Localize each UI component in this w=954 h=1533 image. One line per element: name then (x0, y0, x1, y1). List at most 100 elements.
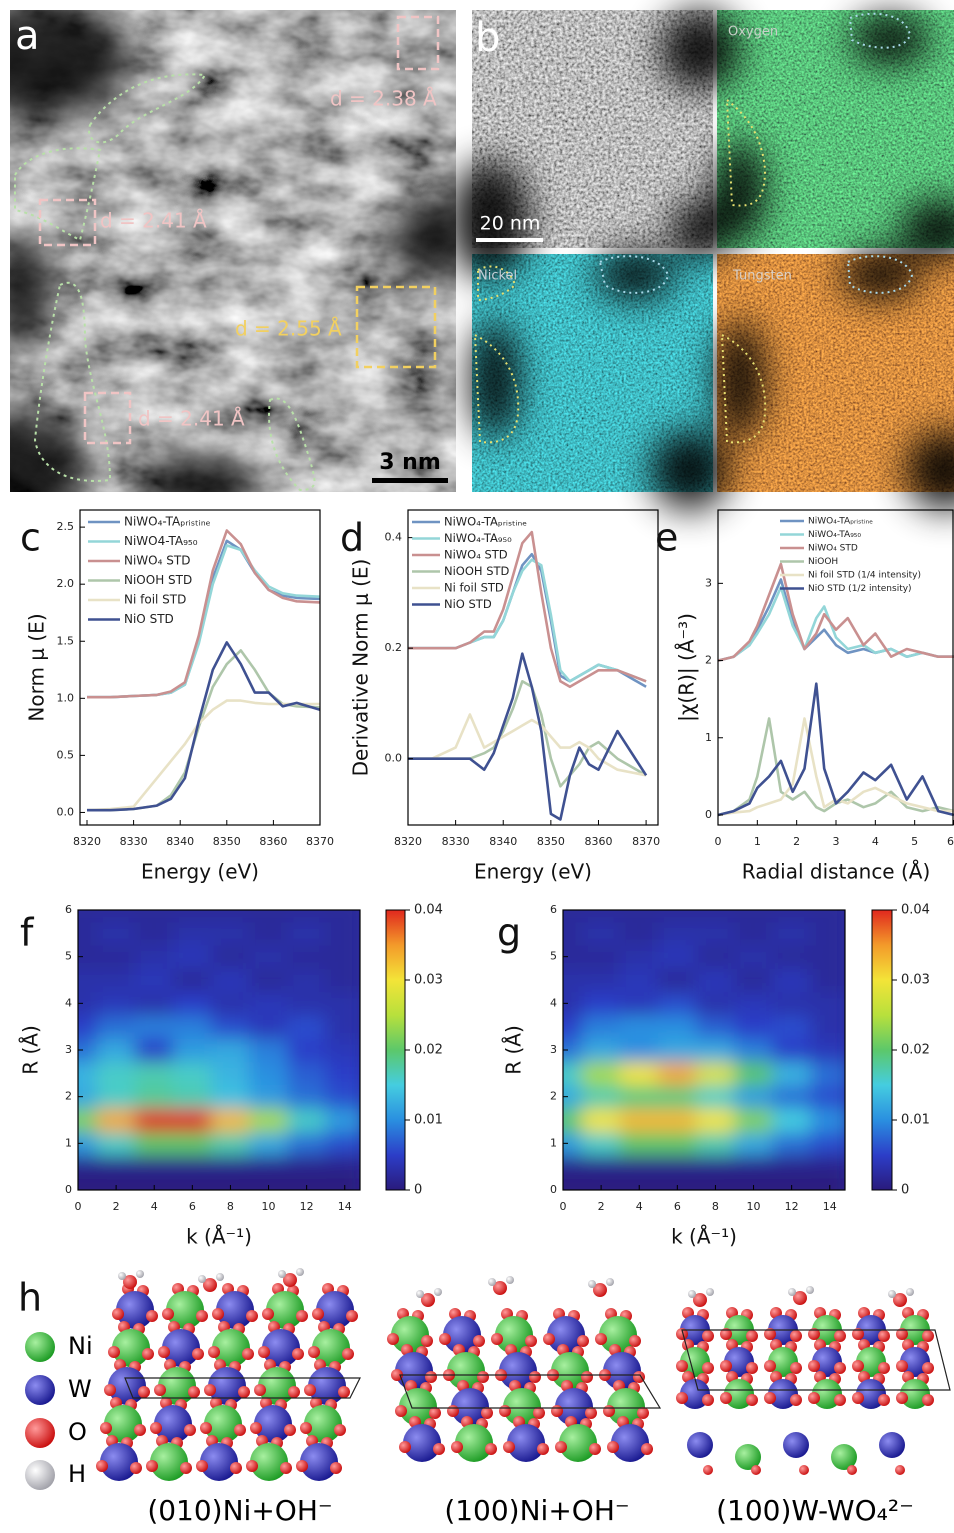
heatmap-cell (287, 1037, 327, 1063)
atom (551, 1352, 589, 1390)
atom (676, 1392, 688, 1404)
atom (198, 1275, 206, 1283)
scale-bar-label: 3 nm (379, 450, 441, 475)
heatmap-cell (563, 1177, 583, 1190)
atom (746, 1362, 758, 1374)
colorbar-tick-label: 0.04 (414, 903, 443, 918)
atom (138, 1386, 150, 1398)
atom (633, 1371, 645, 1383)
x-axis-label: k (Å⁻¹) (186, 1225, 252, 1249)
atom (254, 1405, 292, 1443)
heatmap-cell (172, 1037, 212, 1063)
legend-atom (25, 1332, 55, 1362)
atom (595, 1333, 607, 1345)
y-axis-label: Derivative Norm μ (E) (349, 559, 373, 777)
heatmap-cell (78, 1177, 98, 1190)
atom (507, 1424, 545, 1462)
x-tick-label: 14 (338, 1200, 352, 1213)
heatmap-cell (657, 967, 697, 993)
x-tick-label: 12 (785, 1200, 799, 1213)
heatmap-cell (695, 1037, 735, 1063)
atom (481, 1407, 493, 1419)
heatmap-cell (695, 1107, 735, 1133)
heatmap-cell (325, 991, 360, 1016)
atom (104, 1384, 116, 1396)
heatmap-cell (248, 967, 289, 993)
panel-b: b 20 nm Oxygen Nickel Tungsten (450, 10, 954, 510)
atom (603, 1352, 641, 1390)
heatmap-cell (134, 921, 174, 946)
map-outlines (473, 12, 914, 444)
heatmap-cell (695, 1131, 735, 1156)
atom (637, 1407, 649, 1419)
atom (234, 1424, 246, 1436)
colorbar (385, 909, 406, 1191)
atom (676, 1328, 688, 1340)
atom (308, 1367, 346, 1405)
structure-caption: (100)Ni+OH⁻ (444, 1494, 629, 1527)
heatmap-cell (210, 967, 250, 993)
atom (455, 1424, 493, 1462)
atom (395, 1352, 433, 1390)
atom (491, 1333, 503, 1345)
heatmap-cell (657, 1107, 697, 1133)
atom (922, 1330, 934, 1342)
atom (599, 1316, 637, 1354)
atom (112, 1329, 150, 1367)
heatmap-cell (325, 944, 360, 969)
heatmap-cell (619, 1061, 659, 1086)
heatmap-cell (172, 967, 212, 993)
atom (888, 1290, 896, 1298)
atom (158, 1346, 170, 1358)
atom (806, 1286, 814, 1294)
atom (200, 1422, 212, 1434)
y-tick-label: 1.0 (57, 691, 75, 704)
lattice-boxes (38, 15, 440, 445)
series-line (717, 717, 954, 817)
atom (588, 1280, 596, 1288)
heatmap-cell (248, 1177, 289, 1190)
image-shading (10, 10, 456, 492)
atom (808, 1328, 820, 1340)
heatmap-cell (563, 1084, 583, 1109)
series-line (717, 682, 954, 817)
atom (751, 1465, 761, 1475)
heatmap-cell (772, 1061, 812, 1086)
heatmap-cell (581, 910, 621, 923)
heatmap-cell (172, 944, 212, 969)
heatmap-cell (287, 1177, 327, 1190)
y-tick-label: 3 (705, 576, 712, 589)
legend-label: W (68, 1375, 92, 1403)
map-shading (450, 10, 954, 510)
heatmap-cell (78, 944, 98, 969)
heatmap-cell (248, 1061, 289, 1086)
heatmap-cell (325, 921, 360, 946)
atom (283, 1273, 297, 1287)
atom (799, 1465, 809, 1475)
x-tick-label: 2 (793, 835, 800, 848)
panel-label: a (15, 13, 40, 59)
heatmap-cell (619, 921, 659, 946)
x-tick-label: 8330 (442, 835, 470, 848)
atom (543, 1333, 555, 1345)
legend-label: NiWO4-TA₉₅₀ (124, 534, 198, 548)
heatmap-cell (563, 1037, 583, 1063)
heatmap-cell (96, 910, 136, 923)
heatmap-cell (581, 1084, 621, 1109)
heatmap-cell (78, 1037, 98, 1063)
heatmap-cell (210, 1177, 250, 1190)
series-line (408, 530, 647, 689)
atom (146, 1310, 158, 1322)
heatmap-cell (772, 1131, 812, 1156)
plot-frame (79, 509, 321, 826)
legend-label: NiWO₄ STD (808, 544, 858, 554)
x-tick-label: 8360 (259, 835, 287, 848)
atom (555, 1441, 567, 1453)
atom (395, 1405, 407, 1417)
atom (391, 1316, 429, 1354)
heatmap-cell (248, 1084, 289, 1109)
heatmap-cell (733, 910, 774, 923)
legend-label: NiWO₄-TA₉₅₀ (808, 530, 861, 540)
x-tick-label: 8370 (632, 835, 660, 848)
atom (525, 1335, 537, 1347)
